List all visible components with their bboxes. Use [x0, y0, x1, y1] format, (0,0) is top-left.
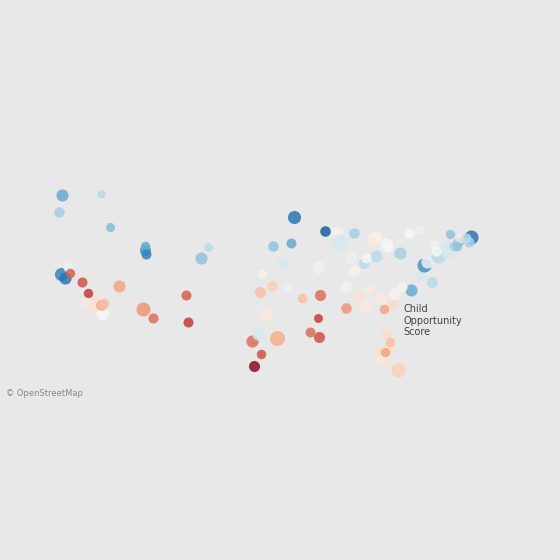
Point — [315, 291, 324, 300]
Point — [182, 291, 191, 300]
Point — [371, 233, 380, 242]
Point — [464, 237, 473, 246]
Point — [106, 223, 115, 232]
Point — [380, 359, 389, 368]
Point — [100, 298, 109, 307]
Point — [430, 240, 439, 249]
Point — [376, 356, 385, 365]
Point — [434, 251, 443, 260]
Point — [427, 277, 436, 286]
Point — [341, 304, 350, 312]
Point — [314, 313, 323, 322]
Point — [306, 328, 315, 337]
Point — [384, 343, 393, 352]
Point — [139, 304, 148, 313]
Point — [255, 287, 264, 296]
Point — [419, 260, 428, 269]
Point — [314, 263, 323, 272]
Point — [297, 294, 306, 303]
Point — [203, 242, 212, 251]
Point — [382, 240, 391, 249]
Point — [404, 228, 413, 237]
Point — [386, 338, 395, 347]
Point — [455, 235, 464, 244]
Point — [454, 237, 463, 246]
Point — [445, 230, 454, 239]
Point — [289, 212, 298, 221]
Point — [365, 284, 374, 293]
Point — [376, 348, 385, 357]
Point — [360, 302, 369, 311]
Point — [90, 300, 99, 309]
Point — [254, 329, 263, 338]
Point — [332, 227, 341, 236]
Point — [423, 257, 432, 266]
Point — [382, 329, 391, 338]
Point — [268, 282, 277, 291]
Point — [115, 282, 124, 291]
Point — [248, 337, 256, 346]
Point — [98, 310, 107, 319]
Point — [257, 270, 266, 279]
Point — [452, 241, 461, 250]
Point — [57, 269, 66, 278]
Text: © OpenStreetMap: © OpenStreetMap — [6, 389, 82, 398]
Point — [148, 314, 157, 323]
Point — [83, 288, 92, 297]
Point — [362, 253, 371, 262]
Point — [63, 263, 72, 272]
Point — [407, 285, 416, 294]
Point — [444, 246, 452, 255]
Point — [346, 253, 355, 262]
Point — [287, 239, 296, 248]
Point — [360, 259, 368, 268]
Point — [256, 349, 265, 358]
Point — [96, 190, 105, 199]
Point — [415, 226, 424, 235]
Point — [450, 242, 459, 251]
Point — [268, 241, 277, 250]
Point — [272, 333, 281, 342]
Point — [335, 237, 344, 246]
Point — [416, 272, 425, 281]
Point — [389, 290, 398, 299]
Point — [367, 238, 376, 247]
Point — [279, 259, 288, 268]
Point — [141, 242, 150, 251]
Point — [57, 191, 66, 200]
Point — [461, 233, 470, 242]
Point — [349, 266, 358, 275]
Point — [397, 283, 406, 292]
Point — [282, 283, 291, 292]
Point — [184, 317, 193, 326]
Text: Child
Opportunity
Score: Child Opportunity Score — [403, 304, 462, 337]
Point — [376, 293, 385, 302]
Point — [380, 348, 389, 357]
Point — [466, 232, 475, 241]
Point — [371, 251, 380, 260]
Point — [315, 332, 324, 341]
Point — [432, 247, 441, 256]
Point — [394, 365, 403, 374]
Point — [250, 362, 259, 371]
Point — [261, 309, 270, 318]
Point — [388, 300, 396, 309]
Point — [320, 227, 329, 236]
Point — [141, 245, 150, 254]
Point — [82, 298, 91, 307]
Point — [395, 248, 404, 257]
Point — [341, 282, 350, 291]
Point — [197, 254, 206, 263]
Point — [350, 228, 359, 237]
Point — [55, 208, 64, 217]
Point — [380, 304, 389, 313]
Point — [60, 273, 69, 282]
Point — [65, 268, 74, 277]
Point — [77, 278, 86, 287]
Point — [384, 242, 393, 251]
Point — [353, 292, 362, 301]
Point — [96, 300, 105, 309]
Point — [142, 250, 151, 259]
